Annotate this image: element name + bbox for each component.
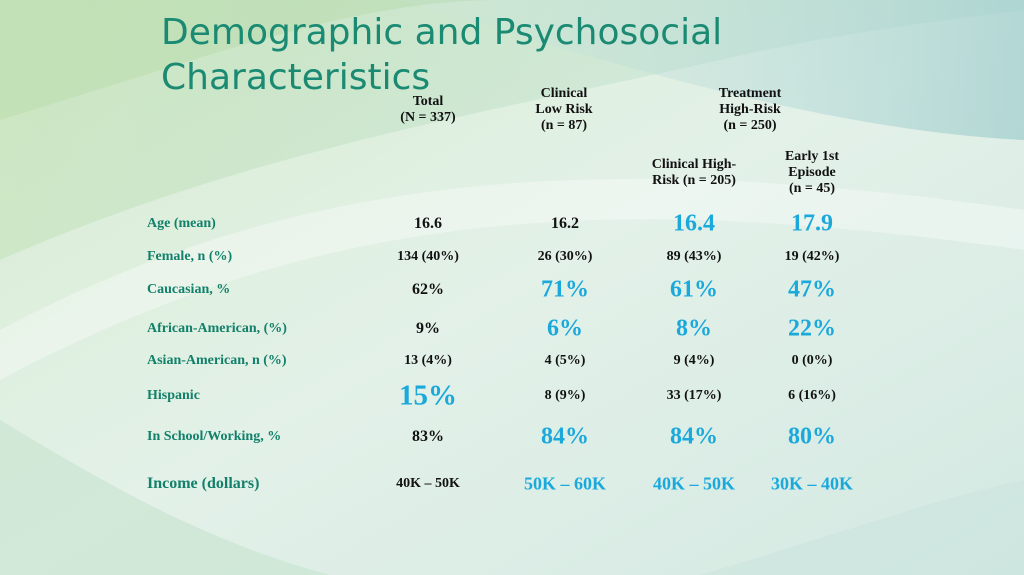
row-label: African-American, (%) [147, 321, 287, 336]
cell-total: 62% [412, 281, 444, 298]
cell-total: 16.6 [414, 215, 442, 232]
row-label: Asian-American, n (%) [147, 353, 287, 368]
cell-low: 84% [541, 423, 589, 450]
cell-low: 50K – 60K [523, 473, 606, 494]
header-early-first-episode: Early 1st Episode (n = 45) [784, 149, 840, 196]
header-clinical-low-risk: Clinical Low Risk (n = 87) [535, 86, 593, 133]
page-title: Demographic and Psychosocial Characteris… [161, 12, 723, 98]
cell-low: 8 (9%) [544, 388, 586, 403]
row-label: Female, n (%) [147, 249, 233, 264]
cell-low: 6% [547, 315, 583, 342]
cell-chr: 61% [670, 276, 718, 303]
cell-low: 71% [541, 276, 589, 303]
header-treatment-high-risk: Treatment High-Risk (n = 250) [718, 86, 782, 133]
header-total: Total (N = 337) [400, 94, 456, 125]
cell-chr: 40K – 50K [652, 473, 735, 494]
cell-chr: 89 (43%) [666, 249, 722, 264]
cell-total: 40K – 50K [396, 476, 460, 491]
cell-early: 17.9 [791, 210, 833, 237]
cell-chr: 9 (4%) [673, 353, 715, 368]
cell-early: 22% [788, 315, 836, 342]
cell-low: 26 (30%) [537, 249, 593, 264]
cell-early: 47% [788, 276, 836, 303]
cell-early: 0 (0%) [791, 353, 833, 368]
cell-early: 30K – 40K [770, 473, 853, 494]
row-label: Caucasian, % [147, 282, 231, 297]
cell-chr: 33 (17%) [666, 388, 722, 403]
cell-low: 4 (5%) [544, 353, 586, 368]
header-clinical-high-risk: Clinical High- Risk (n = 205) [651, 157, 737, 188]
row-label: In School/Working, % [147, 429, 282, 444]
cell-chr: 8% [676, 315, 712, 342]
cell-early: 80% [788, 423, 836, 450]
cell-total: 15% [399, 379, 457, 412]
cell-total: 13 (4%) [404, 353, 452, 368]
cell-early: 19 (42%) [784, 249, 840, 264]
cell-early: 6 (16%) [788, 388, 836, 403]
cell-total: 83% [412, 428, 444, 445]
row-label: Income (dollars) [147, 475, 260, 492]
cell-total: 134 (40%) [397, 249, 459, 264]
cell-chr: 84% [670, 423, 718, 450]
cell-total: 9% [416, 320, 440, 337]
row-label: Age (mean) [147, 216, 216, 231]
row-label: Hispanic [147, 388, 200, 403]
cell-low: 16.2 [551, 215, 579, 232]
cell-chr: 16.4 [673, 210, 715, 237]
